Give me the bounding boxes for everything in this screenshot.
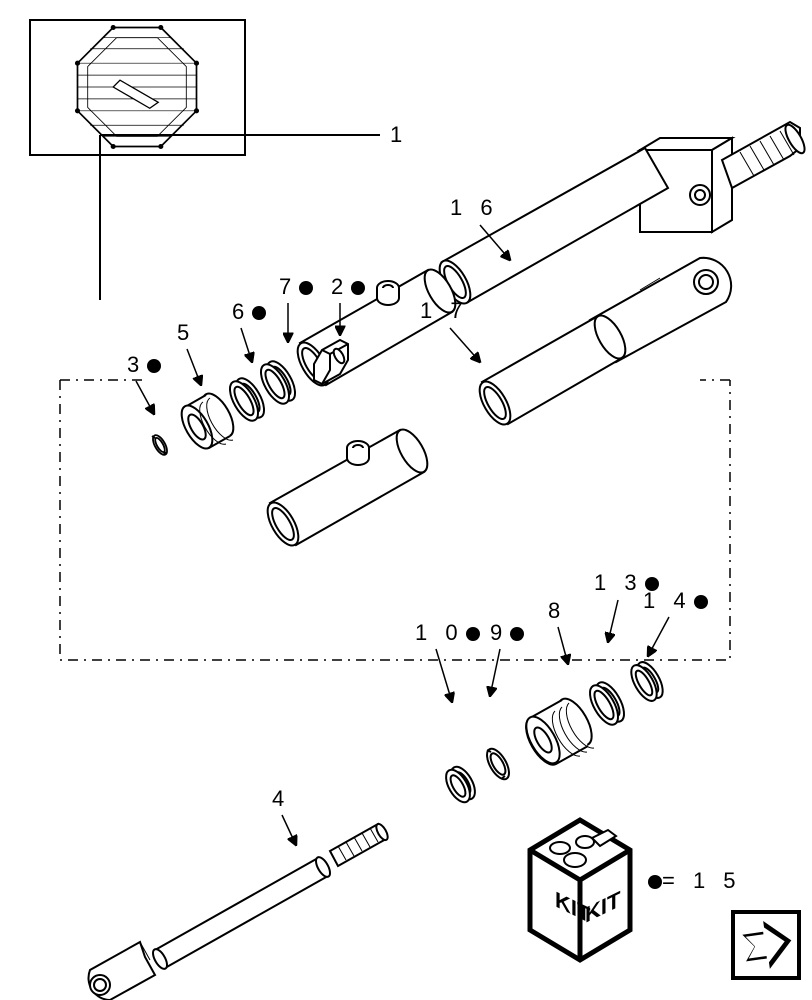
callout-10: 1 0 bbox=[415, 620, 480, 646]
kit-dot-icon bbox=[299, 281, 313, 295]
nav-arrow-box[interactable] bbox=[733, 912, 799, 978]
callout-8: 8 bbox=[548, 598, 566, 624]
callout-5: 5 bbox=[177, 320, 195, 346]
dashed-region bbox=[60, 380, 730, 660]
kit-dot-icon bbox=[694, 595, 708, 609]
callout-14: 1 4 bbox=[643, 588, 708, 614]
kit-dot-icon bbox=[466, 627, 480, 641]
kit-dot-icon bbox=[648, 875, 662, 889]
part-14-wiper bbox=[626, 658, 668, 705]
callout-2: 2 bbox=[331, 274, 365, 300]
technical-drawing: KIT KIT bbox=[0, 0, 812, 1000]
callout-7: 7 bbox=[279, 274, 313, 300]
diagram-page: KIT KIT 1 1 6 2 7 6 5 3 1 7 1 3 1 4 8 9 … bbox=[0, 0, 812, 1000]
part-17-barrel-segment bbox=[261, 425, 433, 551]
part-5-piston bbox=[175, 389, 239, 454]
kit-dot-icon bbox=[510, 627, 524, 641]
callout-3: 3 bbox=[127, 352, 161, 378]
callout-16: 1 6 bbox=[450, 195, 499, 221]
part-13-seal bbox=[584, 678, 629, 729]
callout-17: 1 7 bbox=[420, 298, 469, 324]
part-8-gland bbox=[520, 693, 599, 768]
part-10-washer bbox=[441, 763, 480, 806]
kit-dot-icon bbox=[147, 359, 161, 373]
part-9-oring bbox=[483, 745, 514, 782]
kit-dot-icon bbox=[351, 281, 365, 295]
kit-dot-icon bbox=[252, 306, 266, 320]
callout-9: 9 bbox=[490, 620, 524, 646]
part-4-rod bbox=[88, 822, 389, 1000]
kit-box: KIT KIT bbox=[530, 820, 630, 960]
callout-1: 1 bbox=[390, 122, 408, 148]
part-17-barrel bbox=[473, 258, 731, 429]
part-3-ring bbox=[150, 433, 170, 457]
callout-6: 6 bbox=[232, 299, 266, 325]
callout-4: 4 bbox=[272, 786, 290, 812]
callout-15: = 1 5 bbox=[646, 868, 742, 894]
